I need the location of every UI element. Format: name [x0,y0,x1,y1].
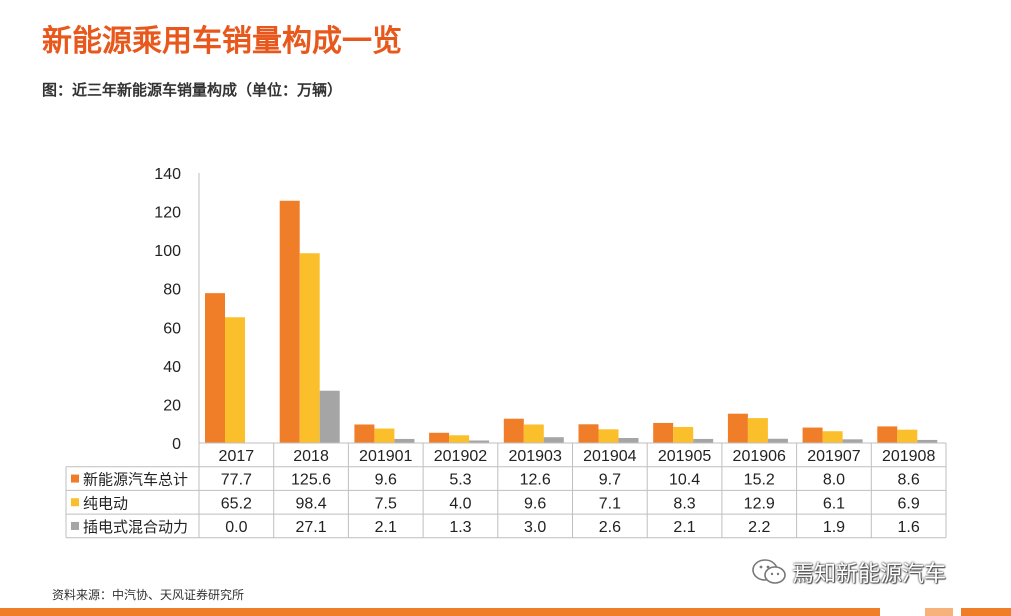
bar-1-8 [822,431,843,443]
table-value: 0.0 [225,519,247,536]
chart-subtitle: 图：近三年新能源车销量构成（单位：万辆） [42,81,343,99]
table-value: 8.3 [673,495,695,512]
watermark-text: 焉知新能源汽车 [792,562,947,587]
y-tick-label: 40 [163,359,181,376]
table-value: 12.9 [744,495,775,512]
table-value: 2.1 [673,519,695,536]
bar-1-6 [673,426,694,443]
bar-0-8 [802,427,823,443]
table-value: 10.4 [669,472,700,489]
bar-2-9 [917,439,938,443]
bar-0-5 [578,424,599,443]
category-label: 201902 [434,448,487,465]
bar-0-7 [727,413,748,443]
bar-0-0 [205,293,225,443]
category-label: 201908 [882,448,935,465]
bar-0-4 [503,418,524,443]
table-value: 4.0 [449,495,471,512]
category-label: 201905 [658,448,711,465]
category-label: 201901 [359,448,412,465]
table-value: 6.9 [898,495,920,512]
table-value: 8.6 [898,472,920,489]
bar-1-0 [225,317,245,443]
y-tick-label: 120 [154,205,181,222]
y-tick-label: 140 [154,166,181,183]
table-value: 8.0 [823,472,845,489]
table-value: 1.3 [449,519,471,536]
table-value: 6.1 [823,495,845,512]
bar-2-3 [469,440,490,443]
table-value: 27.1 [295,519,326,536]
bar-1-9 [897,429,918,443]
bar-0-3 [429,432,450,443]
series-name: 插电式混合动力 [83,518,188,536]
bar-1-5 [598,429,619,443]
series-name: 纯电动 [83,494,128,512]
y-tick-label: 0 [172,436,181,453]
legend-key-1 [71,498,79,507]
wechat-icon [752,559,786,584]
bar-2-7 [767,438,788,443]
footer-accent-bar-end [961,608,1011,616]
bar-1-1 [299,253,320,443]
y-tick-label: 100 [154,243,181,260]
bar-1-3 [449,435,470,443]
y-tick-label: 80 [163,282,181,299]
table-value: 1.6 [898,519,920,536]
bar-0-9 [877,426,898,443]
table-value: 5.3 [449,472,471,489]
bar-2-2 [394,438,415,443]
table-value: 1.9 [823,519,845,536]
footer-accent-bar-light [925,608,953,616]
category-label: 201907 [807,448,860,465]
category-label: 201904 [583,448,636,465]
bar-2-6 [693,438,714,443]
table-value: 15.2 [744,472,775,489]
legend-key-0 [71,474,79,483]
table-value: 7.5 [375,495,397,512]
category-label: 201906 [733,448,786,465]
table-value: 65.2 [221,495,252,512]
legend-key-2 [71,521,79,530]
category-label: 201903 [508,448,561,465]
watermark: 焉知新能源汽车 [750,556,946,588]
slide-title: 新能源乘用车销量构成一览 [42,24,402,59]
source-note: 资料来源：中汽协、天风证券研究所 [52,588,245,602]
bar-1-7 [747,418,768,443]
table-value: 2.2 [748,519,770,536]
table-value: 9.7 [599,472,621,489]
bar-0-1 [279,200,300,443]
table-value: 2.1 [375,519,397,536]
y-tick-label: 20 [163,397,181,414]
table-value: 9.6 [524,495,546,512]
bar-1-2 [374,428,395,443]
series-name: 新能源汽车总计 [83,471,188,489]
bar-2-5 [618,437,639,443]
table-value: 3.0 [524,519,546,536]
table-value: 98.4 [295,495,326,512]
bar-2-8 [842,439,863,443]
table-value: 77.7 [221,472,252,489]
category-label: 2017 [219,448,255,465]
bar-2-4 [543,437,564,443]
table-value: 12.6 [520,472,551,489]
bar-0-6 [653,422,674,443]
table-value: 2.6 [599,519,621,536]
table-value: 9.6 [375,472,397,489]
category-label: 2018 [293,448,329,465]
bar-0-2 [354,424,375,443]
bar-2-1 [319,390,340,443]
bar-1-4 [523,424,544,443]
y-tick-label: 60 [163,320,181,337]
table-value: 7.1 [599,495,621,512]
table-value: 125.6 [291,472,331,489]
footer-accent-bar [0,608,880,616]
